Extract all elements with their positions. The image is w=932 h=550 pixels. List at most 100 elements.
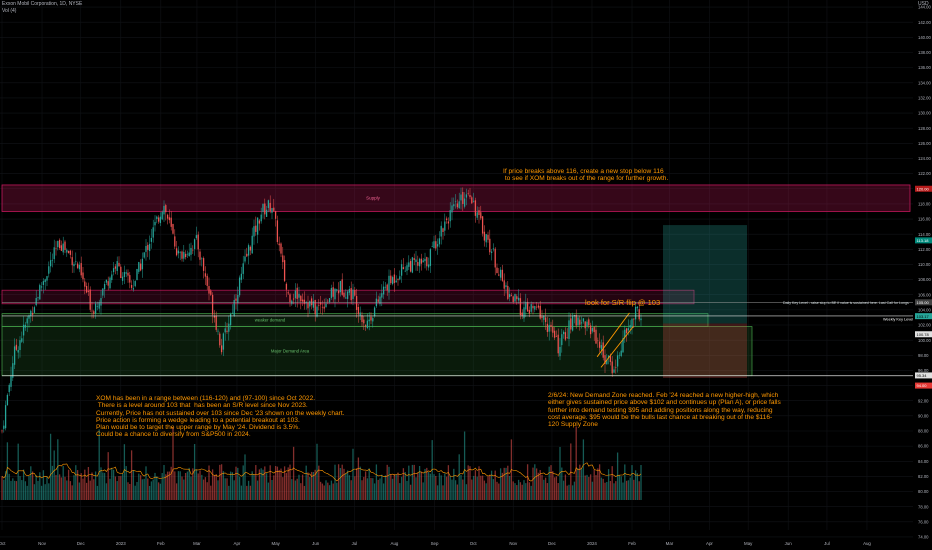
volume-bar xyxy=(449,475,451,500)
volume-bar xyxy=(28,475,30,500)
volume-bar xyxy=(226,478,228,500)
candle-body xyxy=(143,252,145,258)
candle-body xyxy=(613,369,615,373)
candle-body xyxy=(489,238,491,253)
candle-body xyxy=(420,258,423,264)
volume-bar xyxy=(172,427,174,500)
candle-body xyxy=(487,234,489,240)
volume-bar xyxy=(397,472,399,500)
candle-body xyxy=(283,260,286,281)
time-axis[interactable]: Oct Nov Dec 2023 Feb Mar Apr May Jun Jul Aug Sep Oct… xyxy=(0,541,871,546)
candle-body xyxy=(49,260,52,267)
candle-body xyxy=(589,325,592,335)
candle-body xyxy=(399,276,401,280)
candle-body xyxy=(300,295,302,302)
candle-body xyxy=(580,322,583,324)
volume-bar xyxy=(530,485,532,500)
volume-bar xyxy=(368,468,370,500)
candle-body xyxy=(465,194,468,198)
volume-bar xyxy=(535,468,538,500)
x-tick-label: Jul xyxy=(824,541,830,546)
volume-bar xyxy=(75,465,77,500)
volume-bar xyxy=(152,479,154,500)
volume-bar xyxy=(440,475,442,500)
volume-bar xyxy=(10,480,12,500)
volume-bar xyxy=(165,474,167,500)
candle-body xyxy=(598,341,601,348)
candle-body xyxy=(447,221,450,224)
candle-body xyxy=(273,207,275,211)
daily-key-level-label: Daily Key Level - raise stop to BE if va… xyxy=(783,301,909,305)
candle-body xyxy=(336,289,338,291)
volume-bar xyxy=(411,464,414,500)
volume-bar xyxy=(633,479,635,500)
volume-bar xyxy=(249,485,252,500)
price-axis[interactable]: 74.00 76.00 78.00 80.00 82.00 84.00 86.00 88.00… xyxy=(915,5,932,540)
x-tick-label: Aug xyxy=(391,541,399,546)
price-tag xyxy=(915,331,932,338)
volume-bar xyxy=(121,473,124,500)
candle-body xyxy=(237,294,239,304)
zones: Supply weaker demand Major Demand Area xyxy=(1,184,911,377)
y-tick-label: 82.00 xyxy=(918,474,929,479)
volume-bar xyxy=(600,477,603,500)
volume-bar xyxy=(100,467,102,500)
volume-bar xyxy=(305,465,307,500)
volume-bar xyxy=(267,482,270,500)
volume-bar xyxy=(408,465,410,500)
candle-body xyxy=(570,318,572,330)
grid xyxy=(0,0,913,538)
candle-body xyxy=(532,305,534,309)
volume-bar xyxy=(336,482,338,500)
volume-bar xyxy=(109,478,111,500)
candle-body xyxy=(550,324,552,327)
candle-body xyxy=(67,250,70,254)
volume-bar xyxy=(525,483,527,500)
volume-bar xyxy=(534,464,536,500)
candle-body xyxy=(269,202,271,212)
volume-bar xyxy=(348,475,351,500)
candle-body xyxy=(57,240,59,248)
volume-bar xyxy=(91,472,93,500)
key-levels[interactable]: Daily Key Level - raise stop to BE if va… xyxy=(2,301,913,377)
candle-body xyxy=(555,335,558,337)
candle-body xyxy=(15,344,18,350)
volume-bar xyxy=(278,469,280,500)
candle-body xyxy=(118,262,120,267)
candle-body xyxy=(343,292,345,297)
candle-body xyxy=(606,359,608,365)
candle-body xyxy=(129,275,131,283)
volume-bar xyxy=(147,478,149,500)
volume-bar xyxy=(552,471,554,500)
volume-bar xyxy=(478,466,480,500)
candle-body xyxy=(247,245,250,256)
price-tag xyxy=(915,382,932,389)
y-tick-label: 114.00 xyxy=(918,232,931,237)
x-tick-label: Jul xyxy=(352,541,358,546)
candle-body xyxy=(409,261,412,272)
volume-bar xyxy=(22,469,25,500)
volume-bar xyxy=(143,478,145,500)
volume-bar xyxy=(426,467,428,500)
y-tick-label: 126.00 xyxy=(918,141,931,146)
volume-bar xyxy=(427,471,430,500)
volume-bar xyxy=(94,471,97,500)
symbol-title[interactable]: Exxon Mobil Corporation, 1D, NYSE xyxy=(2,1,83,7)
volume-bar xyxy=(332,483,334,500)
volume-bar xyxy=(157,482,160,500)
y-tick-label: 86.00 xyxy=(918,444,929,449)
candle-body xyxy=(494,248,496,268)
breakout-note: If price breaks above 116, create a new … xyxy=(503,168,669,183)
candle-body xyxy=(584,321,586,329)
candle-body xyxy=(170,217,172,227)
volume-ma-line xyxy=(1,462,642,482)
position-box[interactable] xyxy=(663,225,747,378)
volume-bar xyxy=(273,475,275,500)
candle-body xyxy=(327,300,329,302)
volume-bar xyxy=(400,476,403,500)
price-tag-label: 95.34 xyxy=(917,373,928,378)
volume-legend[interactable]: Vol (4) xyxy=(2,8,17,14)
candle-body xyxy=(451,205,453,213)
candle-body xyxy=(469,195,471,198)
